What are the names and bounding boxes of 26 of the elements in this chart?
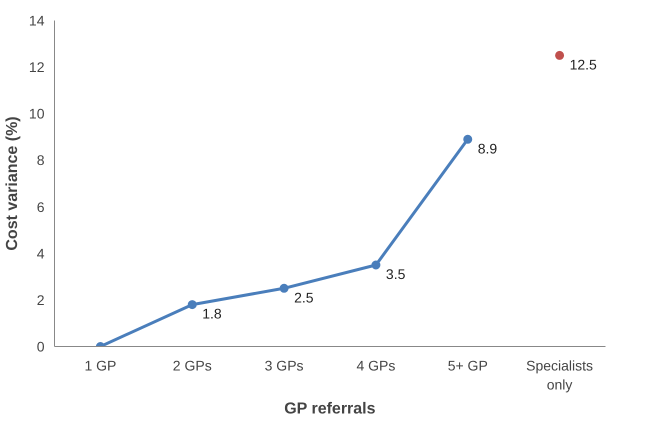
x-tick-label: 4 GPs bbox=[356, 358, 396, 374]
x-tick-label: 1 GP bbox=[84, 358, 116, 374]
x-tick-label: Specialists only bbox=[526, 358, 594, 393]
y-tick-label: 4 bbox=[36, 245, 45, 262]
x-tick-label: 2 GPs bbox=[172, 358, 212, 374]
y-tick-label: 8 bbox=[36, 152, 45, 168]
point bbox=[280, 284, 289, 293]
data-label: 8.9 bbox=[478, 140, 498, 156]
data-label: 1.8 bbox=[202, 306, 222, 322]
y-tick-label: 2 bbox=[36, 292, 45, 308]
point bbox=[371, 260, 380, 270]
data-label: 2.5 bbox=[294, 289, 314, 306]
y-tick-label: 0 bbox=[36, 338, 45, 354]
x-tick-label: 3 GPs bbox=[264, 358, 304, 374]
y-tick-label: 10 bbox=[28, 106, 45, 122]
y-tick-label: 6 bbox=[36, 198, 45, 215]
x-tick-label: 5+ GP bbox=[448, 358, 488, 374]
y-tick-label: 14 bbox=[28, 12, 45, 28]
data-label: 3.5 bbox=[386, 266, 406, 282]
data-label: 12.5 bbox=[570, 56, 598, 72]
point bbox=[555, 50, 564, 60]
y-tick-label: 12 bbox=[28, 59, 45, 76]
x-axis-title: GP referrals bbox=[284, 400, 376, 418]
point bbox=[463, 134, 472, 144]
point bbox=[188, 300, 197, 310]
y-axis-title: Cost variance (%) bbox=[4, 116, 21, 251]
